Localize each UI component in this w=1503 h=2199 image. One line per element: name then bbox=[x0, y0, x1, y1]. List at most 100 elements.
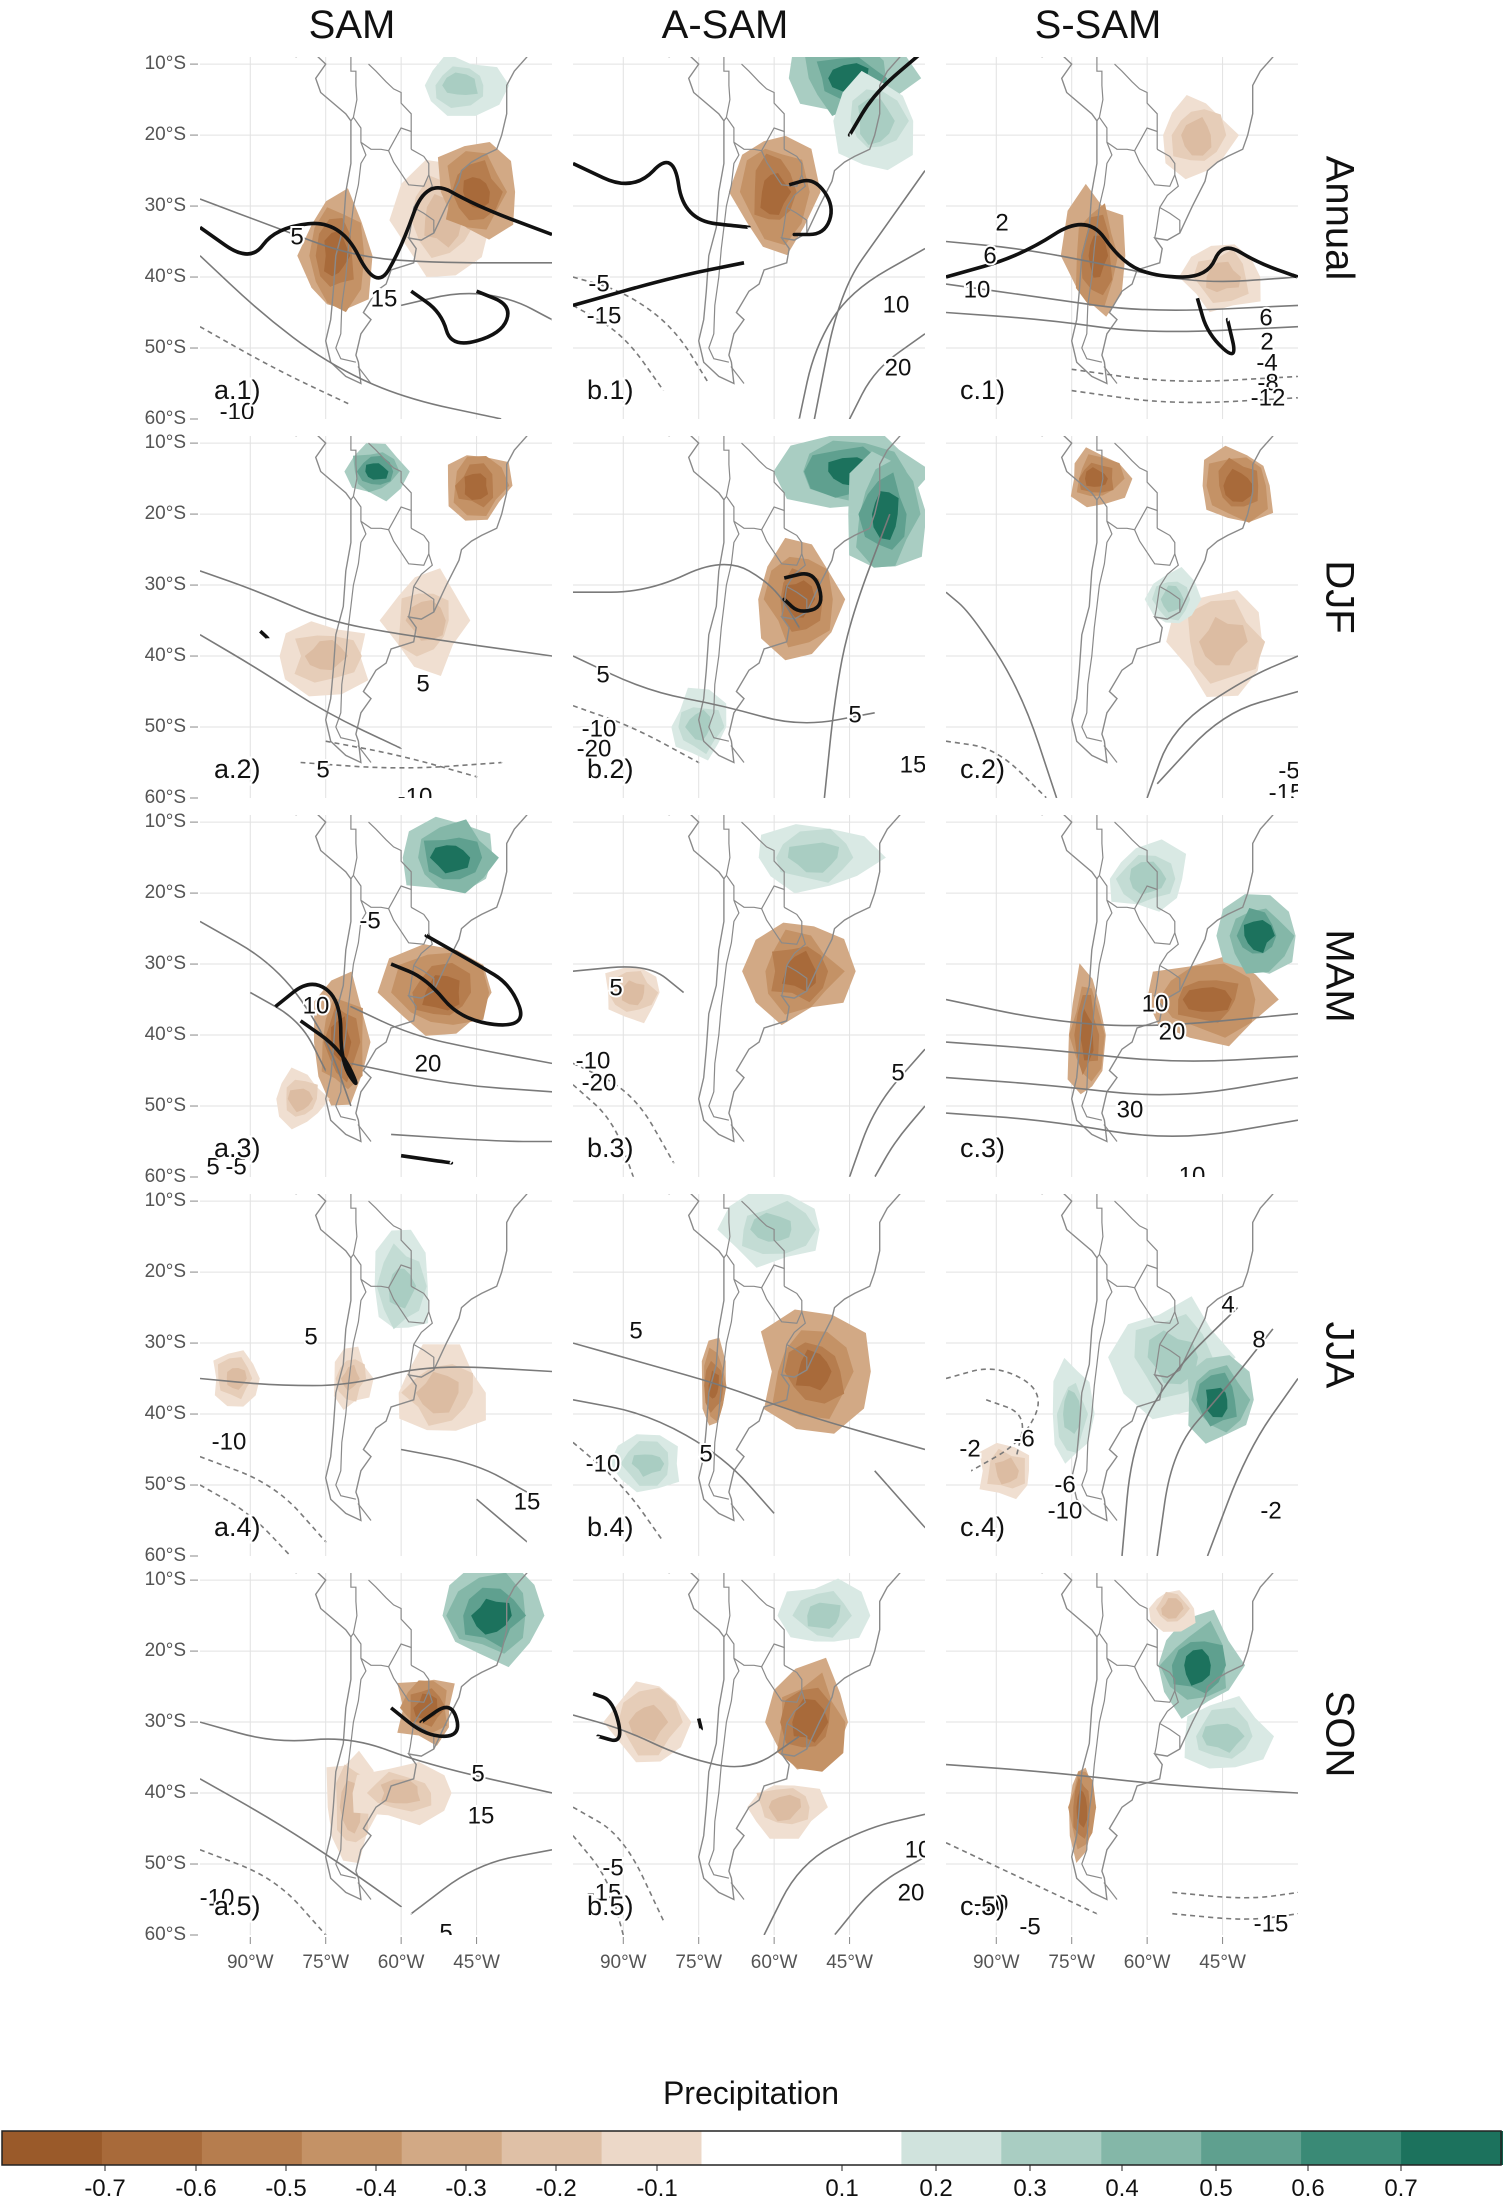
country-border bbox=[388, 527, 430, 566]
country-border bbox=[388, 148, 430, 187]
contour-line bbox=[1156, 1328, 1274, 1556]
contour-label: 2 bbox=[995, 209, 1008, 236]
significance-contour bbox=[573, 160, 751, 230]
map-panel-b4: 5 -10 5 b.4) bbox=[573, 1194, 925, 1556]
panel-label: a.1) bbox=[214, 375, 261, 405]
country-border bbox=[1081, 1253, 1113, 1500]
latitude-tick-label: 60°S bbox=[145, 1924, 186, 1945]
latitude-tick-label: 40°S bbox=[145, 645, 186, 666]
contour-line bbox=[573, 276, 710, 384]
contour-line bbox=[573, 1806, 665, 1922]
colorbar-swatch bbox=[501, 2131, 603, 2165]
contour-line bbox=[946, 591, 1058, 798]
country-border bbox=[1106, 1200, 1158, 1289]
contour-line bbox=[946, 1112, 1298, 1137]
precipitation-anomaly-area bbox=[628, 1704, 669, 1742]
map-panel-b5: -5-15 10 20 b.5) bbox=[573, 1573, 925, 1935]
country-border bbox=[708, 874, 740, 1121]
contour-line bbox=[400, 1448, 528, 1493]
colorbar-label: 0.5 bbox=[1199, 2175, 1232, 2199]
latitude-tick-label: 40°S bbox=[145, 266, 186, 287]
contour-label: -15 bbox=[587, 1879, 622, 1906]
contour-line bbox=[200, 1721, 552, 1794]
coastline bbox=[668, 1194, 901, 1522]
contour-label: -20 bbox=[577, 735, 612, 762]
contour-line bbox=[200, 1849, 327, 1935]
country-border bbox=[708, 495, 740, 742]
contour-line bbox=[848, 333, 925, 419]
colorbar-frame bbox=[1, 2130, 1502, 2166]
country-border bbox=[1081, 874, 1113, 1121]
contour-label: 5 bbox=[304, 1323, 317, 1350]
panel-label: c.3) bbox=[960, 1133, 1005, 1163]
country-border bbox=[1159, 1311, 1179, 1345]
latitude-tick-label: 10°S bbox=[145, 53, 186, 74]
contour-line bbox=[946, 1076, 1298, 1096]
contour-label: 15 bbox=[900, 751, 927, 778]
colorbar-label: -0.3 bbox=[445, 2175, 486, 2199]
country-border bbox=[357, 1124, 372, 1142]
contour-label: -12 bbox=[1251, 384, 1286, 411]
latitude-tick-label: 60°S bbox=[145, 787, 186, 808]
country-border bbox=[1106, 1579, 1158, 1668]
coastline bbox=[668, 436, 901, 764]
row-title-mam: MAM bbox=[1317, 929, 1361, 1022]
colorbar: Precipitation -0.7 -0.6 -0.5 -0.4 -0.3 -0.2 -0.… bbox=[1, 2075, 1503, 2199]
contour-label: -10 bbox=[220, 398, 255, 425]
contour-label: -8 bbox=[1257, 369, 1278, 396]
contour-label: 20 bbox=[885, 354, 912, 381]
contour-line bbox=[1121, 1307, 1239, 1556]
country-border bbox=[786, 1311, 806, 1345]
country-border bbox=[1103, 1124, 1118, 1142]
significance-contour bbox=[847, 57, 920, 137]
significance-contour bbox=[200, 186, 552, 280]
precipitation-anomaly-area bbox=[872, 491, 899, 540]
precipitation-anomaly-area bbox=[1181, 117, 1212, 156]
country-border bbox=[1159, 553, 1179, 587]
precipitation-anomaly-area bbox=[995, 1457, 1019, 1485]
column-title-a-sam: A-SAM bbox=[662, 3, 789, 47]
coastline bbox=[295, 1573, 528, 1901]
precipitation-anomaly-area bbox=[1063, 1389, 1082, 1434]
contour-line bbox=[325, 740, 478, 778]
contour-line bbox=[200, 570, 552, 657]
contour-line bbox=[798, 247, 925, 419]
coastline bbox=[1041, 815, 1274, 1143]
contour-label: 10 bbox=[964, 276, 991, 303]
country-border bbox=[413, 1690, 433, 1724]
contour-line bbox=[985, 1399, 1024, 1458]
colorbar-swatch bbox=[1101, 2131, 1202, 2165]
panel-grid: 515-10a.1)-5-15 1020b.1)261062-4-8-12c.1)… bbox=[200, 57, 1299, 1940]
latitude-tick-label: 30°S bbox=[145, 195, 186, 216]
panel-label: a.2) bbox=[214, 754, 261, 784]
coastline bbox=[295, 57, 528, 385]
country-border bbox=[781, 586, 788, 618]
country-border bbox=[781, 207, 788, 239]
latitude-tick-label: 40°S bbox=[145, 1024, 186, 1045]
colorbar-swatch bbox=[1301, 2131, 1402, 2165]
contour-label: -10 bbox=[582, 715, 617, 742]
colorbar-swatch bbox=[1001, 2131, 1102, 2165]
coastline bbox=[668, 815, 901, 1143]
colorbar-label: -0.1 bbox=[636, 2175, 677, 2199]
contour-label: -5 bbox=[1019, 1913, 1040, 1940]
country-border bbox=[1159, 964, 1181, 991]
precipitation-anomaly-area bbox=[388, 1268, 417, 1309]
contour-line bbox=[946, 998, 1298, 1027]
contour-label: -5 bbox=[1278, 757, 1299, 784]
precipitation-anomaly-area bbox=[424, 194, 463, 248]
contour-label: -20 bbox=[582, 1069, 617, 1096]
precipitation-anomaly-area bbox=[708, 1370, 719, 1399]
contour-label: 15 bbox=[468, 1802, 495, 1829]
country-border bbox=[357, 745, 372, 763]
colorbar-swatch bbox=[201, 2131, 303, 2165]
latitude-tick-label: 50°S bbox=[145, 1474, 186, 1495]
precipitation-anomaly-area bbox=[795, 1349, 832, 1391]
precipitation-anomaly-area bbox=[807, 1602, 841, 1629]
colorbar-label: -0.7 bbox=[84, 2175, 125, 2199]
country-border bbox=[1134, 1285, 1176, 1324]
contour-line bbox=[946, 740, 1048, 798]
country-border bbox=[1159, 1343, 1181, 1370]
panel-label: b.2) bbox=[587, 754, 634, 784]
